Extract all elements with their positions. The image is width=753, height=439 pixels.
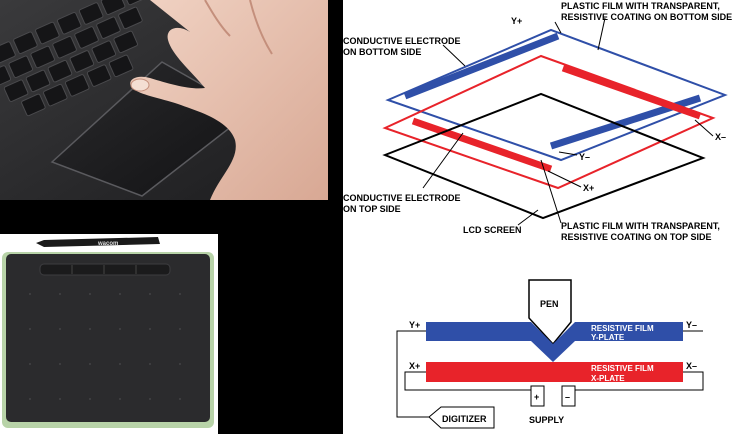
label-y-plus: Y+ [511, 16, 522, 26]
tablet-surface [6, 254, 210, 422]
label-y-minus: Y– [579, 152, 590, 162]
hand [130, 0, 328, 200]
label-top-film-line1: PLASTIC FILM WITH TRANSPARENT, [561, 1, 720, 11]
x-plus-terminal: X+ [409, 361, 420, 371]
y-plate-label-line2: Y-PLATE [591, 333, 625, 342]
supply-minus-terminal [561, 385, 576, 407]
x-plate-label-line1: RESISTIVE FILM [591, 364, 654, 373]
label-bottom-film-line1: PLASTIC FILM WITH TRANSPARENT, [561, 221, 720, 231]
digitizer-label: DIGITIZER [442, 414, 487, 424]
pen-brand: wacom [97, 241, 118, 247]
resistive-layer-diagram: PLASTIC FILM WITH TRANSPARENT, RESISTIVE… [343, 0, 753, 250]
bottom-plastic-film [382, 54, 716, 190]
tablet-illustration: wacom [0, 234, 218, 434]
y-plate-label-line1: RESISTIVE FILM [591, 324, 654, 333]
keyboard [0, 0, 148, 117]
y-plus-electrode [403, 32, 560, 100]
label-bottom-film-line2: RESISTIVE COATING ON TOP SIDE [561, 232, 712, 242]
digitizer-circuit-diagram: PEN RESISTIVE FILM Y-PLATE RESISTIVE FIL… [343, 270, 753, 434]
supply-label: SUPPLY [529, 415, 564, 425]
pen-label: PEN [540, 299, 559, 309]
top-plastic-film [385, 28, 728, 162]
digitizer-box [428, 406, 495, 429]
x-plus-electrode [411, 117, 553, 173]
pen-body [528, 279, 572, 346]
label-top-film-line2: RESISTIVE COATING ON BOTTOM SIDE [561, 12, 732, 22]
label-bottom-electrode-line2: ON BOTTOM SIDE [343, 47, 421, 57]
lcd-screen-outline [382, 92, 706, 220]
x-plate-label-line2: X-PLATE [591, 374, 625, 383]
touchpad-photo [0, 0, 328, 200]
supply-plus-sign: + [534, 392, 539, 402]
x-minus-terminal: X– [686, 361, 697, 371]
touchpad-illustration [0, 0, 328, 200]
y-plus-terminal: Y+ [409, 320, 420, 330]
label-x-minus: X– [715, 132, 726, 142]
label-bottom-electrode-line1: CONDUCTIVE ELECTRODE [343, 36, 461, 46]
x-minus-electrode [561, 64, 702, 120]
y-plate [426, 322, 683, 362]
supply-minus-sign: – [565, 392, 570, 402]
label-x-plus: X+ [583, 183, 594, 193]
stylus-pen: wacom [36, 237, 160, 247]
express-keys [39, 263, 171, 276]
label-lcd-screen: LCD SCREEN [463, 225, 522, 235]
active-area-grid [29, 293, 181, 400]
label-top-electrode-line2: ON TOP SIDE [343, 204, 401, 214]
x-plate [426, 362, 683, 382]
black-filler [0, 200, 343, 234]
label-top-electrode-line1: CONDUCTIVE ELECTRODE [343, 193, 461, 203]
y-minus-terminal: Y– [686, 320, 697, 330]
black-filler [218, 234, 343, 434]
supply-plus-terminal [530, 385, 545, 407]
tablet-photo: wacom [0, 234, 218, 434]
leader-lines [422, 17, 714, 226]
